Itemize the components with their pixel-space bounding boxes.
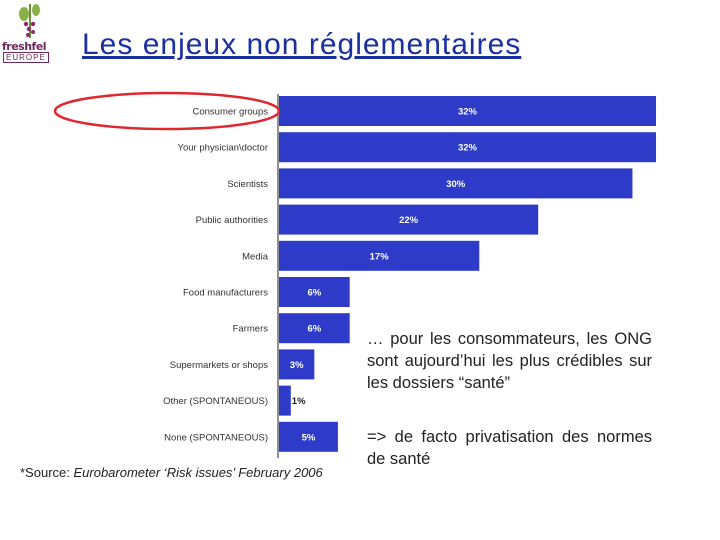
value-label: 32% <box>458 143 478 154</box>
bar-6 <box>279 313 350 344</box>
commentary-paragraph-1: … pour les consommateurs, les ONG sont a… <box>367 330 652 392</box>
bar-1 <box>279 132 656 163</box>
bar-9 <box>279 421 338 452</box>
value-label: 17% <box>370 251 390 262</box>
grape-logo-icon <box>19 4 40 38</box>
source-title: Eurobarometer ‘Risk issues’ February 200… <box>73 465 323 480</box>
category-label: Media <box>242 251 269 262</box>
value-label: 32% <box>458 107 478 118</box>
value-label: 22% <box>399 215 419 226</box>
commentary-paragraph-2: => de facto privatisation des normes de … <box>367 428 652 468</box>
value-label: 3% <box>290 360 304 371</box>
value-label: 5% <box>302 432 316 443</box>
freshfel-logo: freshfel EUROPE <box>0 0 62 72</box>
page-title: Les enjeux non réglementaires <box>82 28 522 61</box>
category-label: Your physician\doctor <box>178 143 268 154</box>
value-label: 30% <box>446 179 466 190</box>
source-note: *Source: Eurobarometer ‘Risk issues’ Feb… <box>20 465 323 480</box>
value-label: 1% <box>292 396 306 407</box>
highlight-ellipse <box>53 91 281 131</box>
bar-5 <box>279 277 350 307</box>
value-label: 6% <box>307 324 321 335</box>
bar-7 <box>279 349 315 380</box>
category-label: Supermarkets or shops <box>170 360 268 371</box>
bar-3 <box>279 204 539 235</box>
bar-4 <box>279 240 480 271</box>
value-label: 6% <box>307 288 321 299</box>
category-label: Farmers <box>233 324 269 335</box>
category-label: Public authorities <box>196 215 269 226</box>
bar-2 <box>279 168 633 199</box>
bar-0 <box>279 96 656 126</box>
logo-sub: EUROPE <box>3 52 49 63</box>
category-label: Scientists <box>227 179 268 190</box>
category-label: None (SPONTANEOUS) <box>164 432 268 443</box>
bar-8 <box>279 385 291 416</box>
category-label: Food manufacturers <box>183 288 268 299</box>
logo-name: freshfel <box>2 40 47 53</box>
category-label: Other (SPONTANEOUS) <box>163 396 268 407</box>
source-prefix: *Source: <box>20 465 74 480</box>
category-label: Consumer groups <box>192 107 268 118</box>
